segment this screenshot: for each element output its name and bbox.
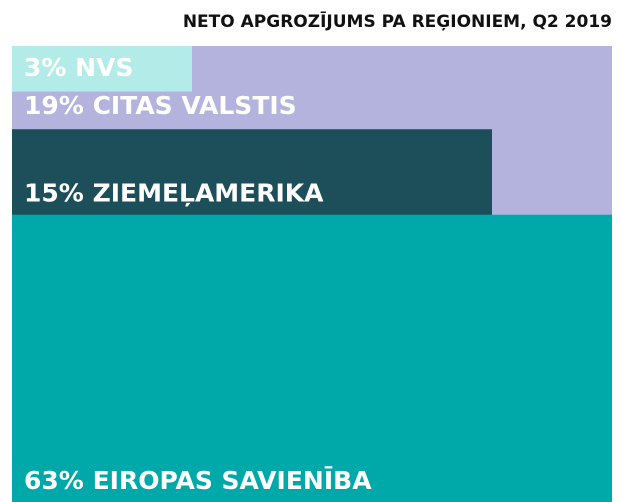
data-label: 63% EIROPAS SAVIENĪBA <box>24 466 372 495</box>
value-label: 3% <box>24 53 66 82</box>
category-label: EIROPAS SAVIENĪBA <box>93 466 373 495</box>
data-label: 3% NVS <box>24 53 133 82</box>
category-label: NVS <box>75 53 133 82</box>
data-label: 15% ZIEMEĻAMERIKA <box>24 179 324 208</box>
category-label: ZIEMEĻAMERIKA <box>93 179 325 208</box>
category-label: CITAS VALSTIS <box>93 91 297 120</box>
value-label: 15% <box>24 179 84 208</box>
area <box>12 214 612 502</box>
value-label: 19% <box>24 91 84 120</box>
data-label: 19% CITAS VALSTIS <box>24 91 297 120</box>
chart-title: NETO APGROZĪJUMS PA REĢIONIEM, Q2 2019 <box>183 10 612 32</box>
area <box>12 129 492 216</box>
value-label: 63% <box>24 466 84 495</box>
area <box>12 46 192 92</box>
